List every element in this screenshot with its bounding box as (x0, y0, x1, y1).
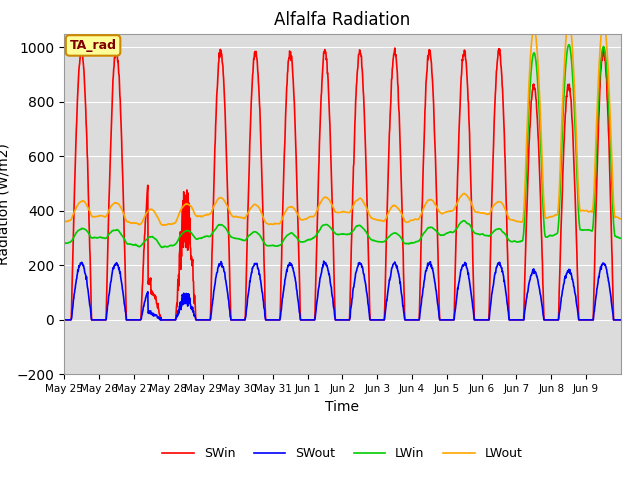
LWout (565, 17, 573, 23)
SWout (610, 317, 618, 323)
SWout (317, 271, 325, 276)
LWout (617, 216, 625, 222)
Line: LWout: LWout (64, 20, 621, 225)
SWin (113, 45, 120, 50)
LWin (317, 224, 325, 230)
SWin (617, 317, 625, 323)
LWin (617, 235, 625, 241)
LWout (161, 222, 169, 228)
LWout (556, 184, 563, 190)
LWin (611, 228, 618, 234)
SWin (148, 287, 156, 293)
SWin (60, 317, 68, 323)
LWout (147, 207, 155, 213)
LWout (317, 198, 325, 204)
LWin (328, 227, 336, 232)
SWin (556, 281, 563, 287)
SWout (556, 309, 563, 315)
SWout (328, 292, 336, 298)
LWin (474, 231, 482, 237)
SWout (474, 317, 482, 323)
LWout (474, 209, 482, 215)
SWout (617, 317, 625, 323)
Line: SWin: SWin (64, 48, 621, 320)
Text: TA_rad: TA_rad (70, 39, 116, 52)
Legend: SWin, SWout, LWin, LWout: SWin, SWout, LWin, LWout (157, 442, 527, 465)
LWout (328, 202, 336, 208)
Line: SWout: SWout (64, 261, 621, 320)
SWout (320, 258, 328, 264)
SWin (474, 317, 482, 323)
LWin (565, 42, 573, 48)
LWin (147, 234, 155, 240)
LWin (159, 244, 166, 250)
Y-axis label: Radiation (W/m2): Radiation (W/m2) (0, 143, 11, 265)
SWin (328, 195, 336, 201)
SWout (60, 317, 68, 323)
Line: LWin: LWin (64, 45, 621, 247)
LWout (60, 218, 68, 224)
SWin (610, 317, 618, 323)
LWout (611, 210, 618, 216)
LWin (60, 240, 68, 246)
SWin (317, 90, 325, 96)
Title: Alfalfa Radiation: Alfalfa Radiation (275, 11, 410, 29)
LWin (556, 204, 563, 209)
X-axis label: Time: Time (325, 400, 360, 414)
SWout (147, 312, 155, 317)
